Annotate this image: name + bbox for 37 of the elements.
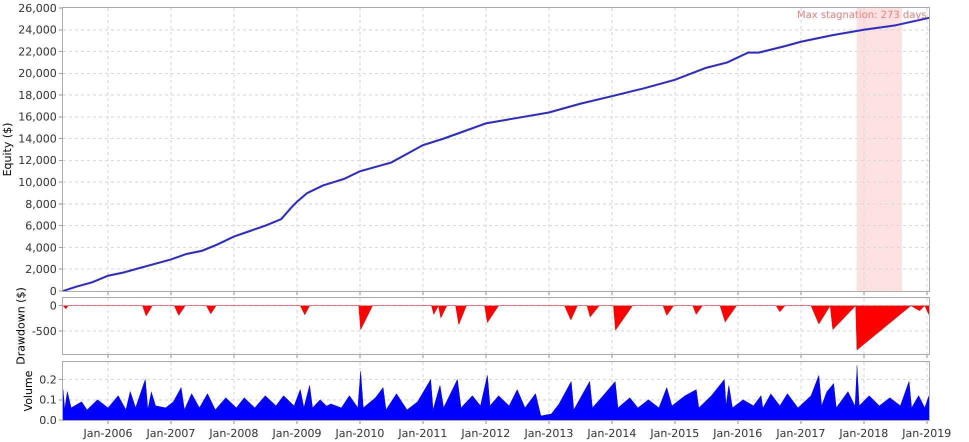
- y-tick-label: 16,000: [18, 110, 57, 124]
- y-axis-title: Volume: [22, 370, 35, 412]
- x-tick-label: Jan-2010: [334, 427, 384, 440]
- y-tick-label: 22,000: [18, 45, 57, 58]
- x-tick-label: Jan-2013: [523, 427, 574, 440]
- y-tick-label: 24,000: [18, 24, 57, 37]
- y-tick-label: 4,000: [25, 241, 57, 254]
- x-tick-label: Jan-2011: [397, 427, 448, 440]
- y-axis-title: Drawdown ($): [14, 287, 28, 365]
- y-tick-label: 12,000: [18, 154, 57, 168]
- x-tick-label: Jan-2017: [775, 427, 826, 440]
- y-tick-label: 0.2: [39, 373, 57, 386]
- y-tick-label: 0.1: [39, 394, 57, 407]
- x-tick-label: Jan-2006: [82, 427, 132, 440]
- x-tick-label: Jan-2015: [649, 427, 700, 440]
- y-tick-label: 0.0: [39, 414, 57, 427]
- y-tick-label: 20,000: [18, 67, 57, 80]
- y-tick-label: 26,000: [18, 2, 57, 15]
- x-tick-label: Jan-2007: [145, 427, 196, 440]
- x-tick-label: Jan-2018: [838, 427, 888, 440]
- y-tick-label: 14,000: [18, 132, 57, 146]
- x-tick-label: Jan-2019: [901, 427, 952, 440]
- band-label: Max stagnation: 273 days: [797, 10, 926, 21]
- x-tick-label: Jan-2009: [272, 427, 322, 440]
- y-tick-label: -500: [32, 324, 57, 338]
- x-tick-label: Jan-2016: [712, 427, 762, 440]
- y-axis-title: Equity ($): [0, 122, 14, 176]
- y-tick-label: 0: [50, 299, 57, 312]
- y-tick-label: 10,000: [18, 176, 57, 189]
- x-tick-label: Jan-2012: [460, 427, 510, 440]
- y-tick-label: 2,000: [25, 263, 57, 276]
- x-tick-label: Jan-2008: [208, 427, 258, 440]
- y-tick-label: 6,000: [25, 220, 57, 233]
- y-tick-label: 18,000: [18, 88, 57, 102]
- x-tick-label: Jan-2014: [586, 427, 636, 440]
- y-tick-label: 0: [50, 284, 57, 298]
- y-tick-label: 8,000: [25, 198, 57, 211]
